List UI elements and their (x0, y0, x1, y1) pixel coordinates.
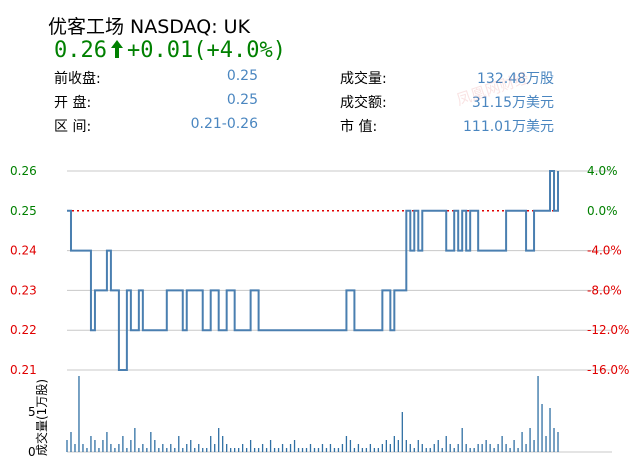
range-label: 区 间: (54, 119, 92, 135)
volume-tick-label: 5 (28, 405, 36, 419)
price-tick-label: 0.23 (10, 283, 37, 297)
percent-tick-label: 4.0% (587, 164, 618, 178)
price-tick-label: 0.21 (10, 363, 37, 377)
market-cap-value: 111.01万美元 (463, 119, 554, 135)
turnover-value: 31.15万美元 (471, 95, 554, 111)
price-tick-label: 0.24 (10, 244, 37, 258)
open-value: 0.25 (226, 92, 258, 108)
price-tick-label: 0.25 (10, 204, 37, 218)
open-label: 开 盘: (54, 95, 92, 111)
volume-tick-label: 0 (28, 445, 36, 459)
price-line (67, 170, 559, 371)
percent-tick-label: -8.0% (587, 283, 622, 297)
prev-close-label: 前收盘: (54, 71, 101, 87)
price-change-percent: (+4.0%) (193, 38, 286, 63)
percent-tick-label: 0.0% (587, 204, 618, 218)
percent-tick-label: -12.0% (587, 323, 629, 337)
stock-title: 优客工场 NASDAQ: UK (48, 16, 251, 38)
last-price: 0.26 (54, 38, 107, 63)
volume-value: 132.48万股 (477, 71, 554, 87)
percent-tick-label: -16.0% (587, 363, 629, 377)
price-tick-label: 0.22 (10, 323, 37, 337)
volume-label: 成交量: (340, 71, 387, 87)
price-quote: 0.26 +0.01(+4.0%) (54, 38, 286, 63)
up-arrow-icon (110, 40, 123, 58)
volume-axis-label: 成交量(1万股) (34, 379, 49, 456)
range-value: 0.21-0.26 (190, 116, 258, 132)
market-cap-label: 市 值: (340, 119, 378, 135)
price-tick-label: 0.26 (10, 164, 37, 178)
turnover-label: 成交额: (340, 95, 387, 111)
percent-tick-label: -4.0% (587, 244, 622, 258)
price-change: +0.01 (126, 38, 194, 63)
prev-close-value: 0.25 (226, 68, 258, 84)
